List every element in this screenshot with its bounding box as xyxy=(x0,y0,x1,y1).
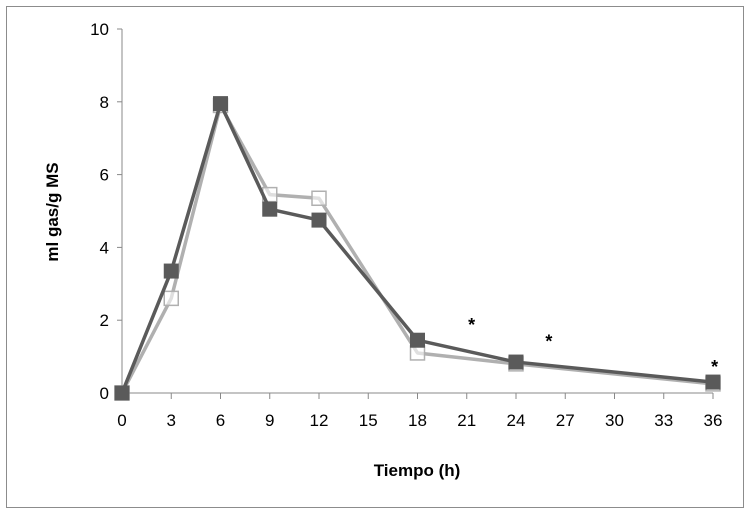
x-tick-label: 3 xyxy=(167,411,176,430)
x-tick-label: 18 xyxy=(408,411,427,430)
data-point xyxy=(163,290,179,307)
x-tick-label: 12 xyxy=(310,411,329,430)
series-b xyxy=(114,97,721,401)
x-tick-label: 30 xyxy=(605,411,624,430)
y-tick-label: 6 xyxy=(100,166,109,185)
data-point xyxy=(213,96,228,112)
y-tick-label: 2 xyxy=(100,311,109,330)
significance-asterisk: * xyxy=(468,315,475,335)
data-point xyxy=(311,212,327,228)
series-layer xyxy=(114,96,721,401)
x-tick-label: 9 xyxy=(265,411,274,430)
data-point xyxy=(262,201,278,217)
x-tick-label: 27 xyxy=(556,411,575,430)
data-point xyxy=(410,332,425,348)
series-line xyxy=(120,101,714,394)
chart-frame xyxy=(6,6,744,508)
data-point xyxy=(409,345,426,361)
annotations: * * * xyxy=(468,315,718,377)
y-axis-title: ml gas/g MS xyxy=(43,162,62,261)
x-tick-label: 24 xyxy=(507,411,526,430)
y-tick-label: 4 xyxy=(100,238,109,257)
x-tick-label: 6 xyxy=(216,411,225,430)
x-tick-label: 21 xyxy=(457,411,476,430)
series-line xyxy=(120,103,714,394)
x-tick-label: 33 xyxy=(654,411,673,430)
x-tick-label: 0 xyxy=(117,411,126,430)
data-point xyxy=(114,385,130,401)
y-tick-label: 10 xyxy=(90,20,109,39)
data-point xyxy=(705,374,721,390)
data-point xyxy=(311,190,327,207)
significance-asterisk: * xyxy=(545,331,552,351)
x-tick-label: 36 xyxy=(704,411,723,430)
x-axis-title: Tiempo (h) xyxy=(374,461,461,480)
y-tick-label: 8 xyxy=(100,93,109,112)
series-a xyxy=(114,96,721,401)
y-tick-label: 0 xyxy=(100,384,109,403)
data-point xyxy=(508,354,524,370)
data-point xyxy=(163,263,179,279)
x-tick-label: 15 xyxy=(359,411,378,430)
significance-asterisk: * xyxy=(711,357,718,377)
